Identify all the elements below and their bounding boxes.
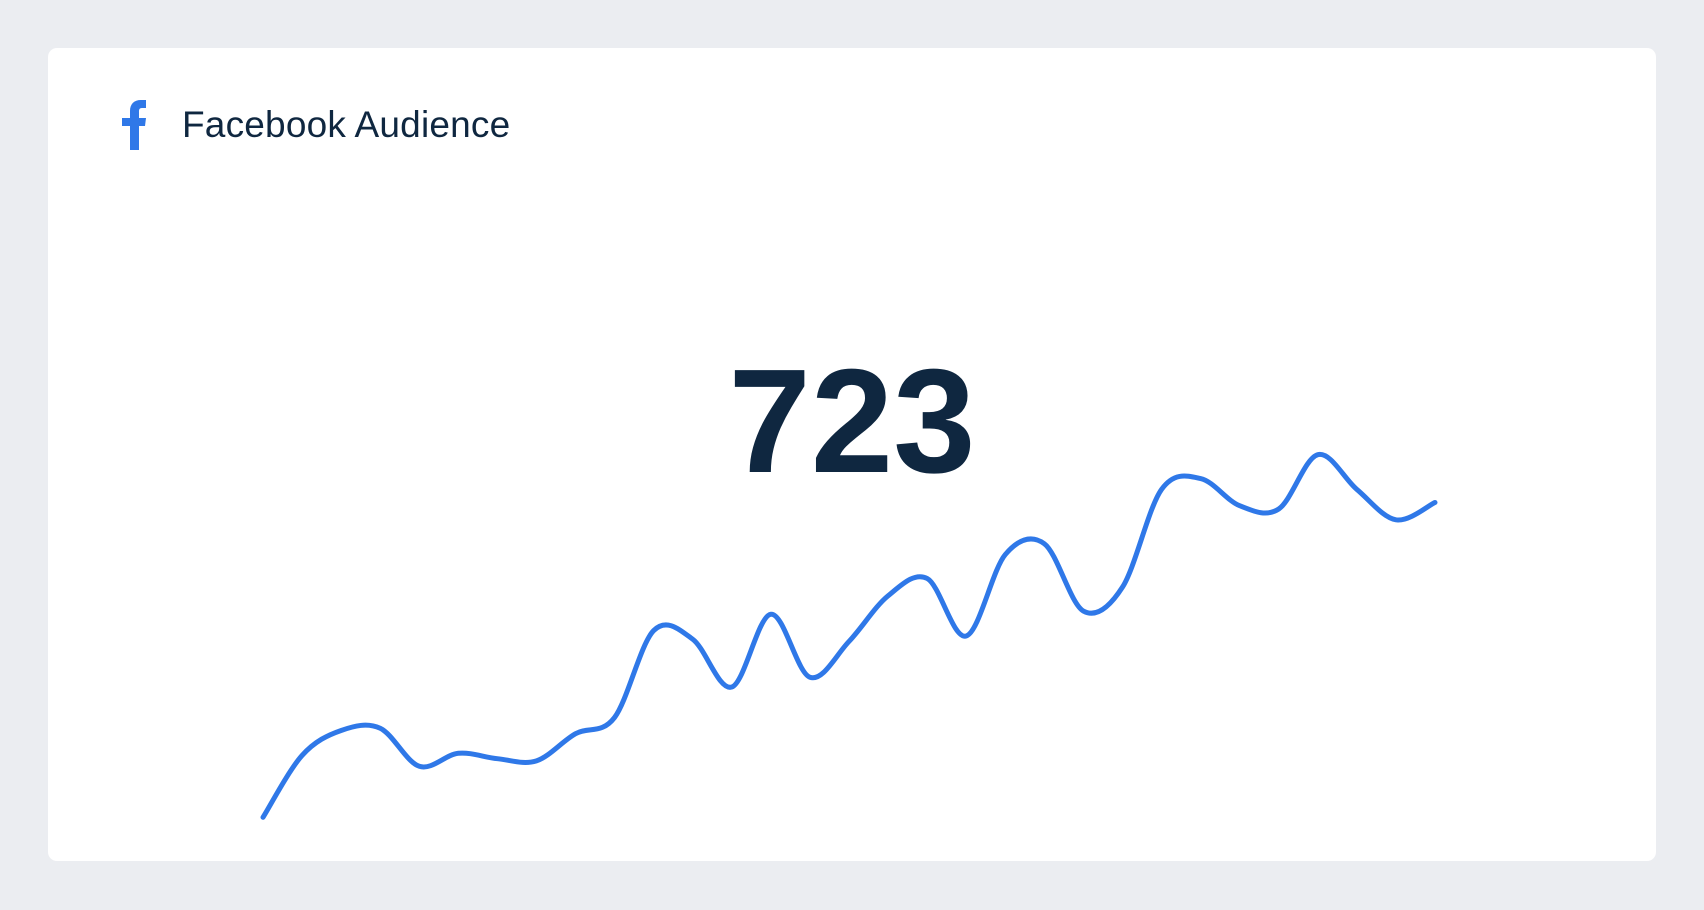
card-title: Facebook Audience [182,104,511,145]
metric-value: 723 [728,339,976,504]
facebook-audience-card: Facebook Audience 723 [48,48,1656,861]
series-line [260,452,1438,820]
card-header: Facebook Audience [122,100,510,150]
facebook-icon [122,100,146,150]
